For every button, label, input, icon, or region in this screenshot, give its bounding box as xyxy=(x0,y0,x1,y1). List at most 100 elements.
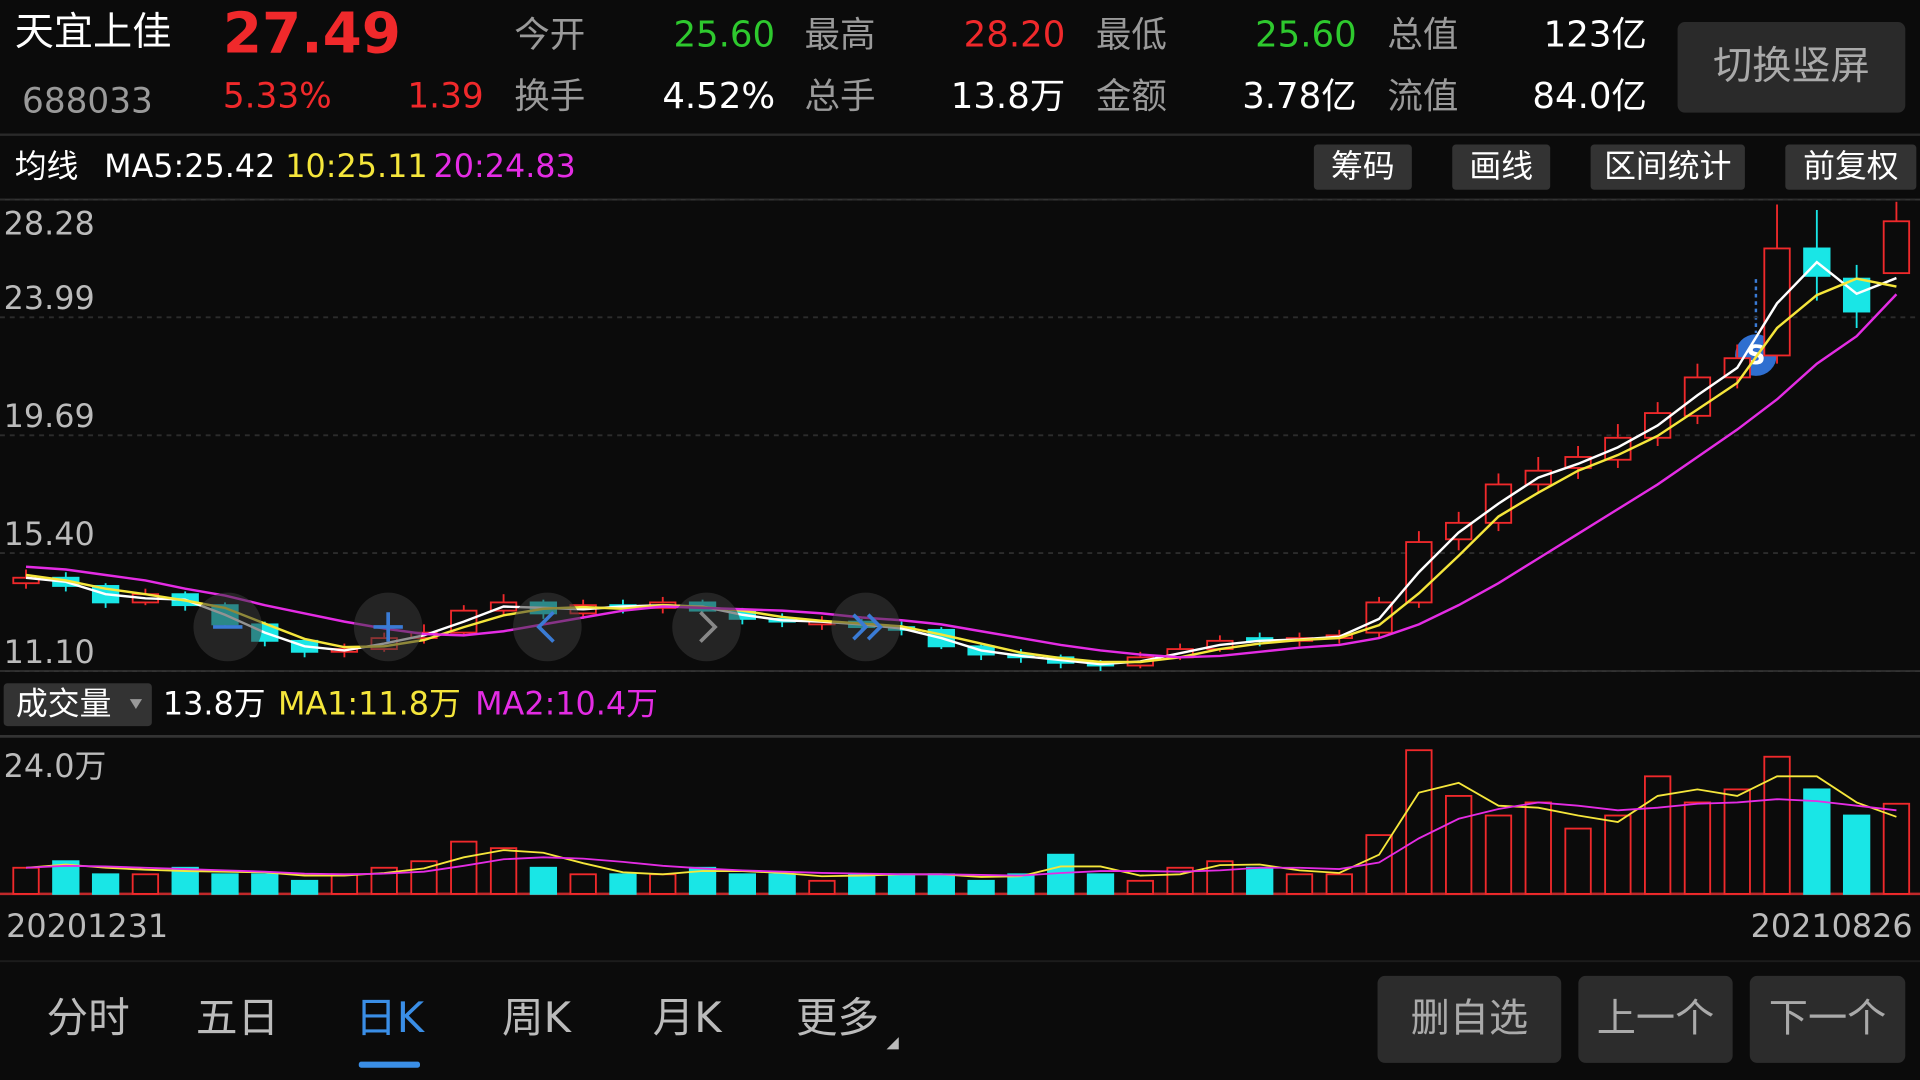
legend-entry: MA2:10.4万 xyxy=(475,684,658,722)
ma-line xyxy=(25,277,1897,664)
x-tick-label: 20201231 xyxy=(6,907,168,945)
tab[interactable]: 更多 xyxy=(796,993,879,1042)
icon-glyph xyxy=(536,610,555,643)
stat-label: 总值 xyxy=(1387,15,1458,56)
candle-body xyxy=(1564,456,1592,469)
volume-bar xyxy=(91,873,120,895)
more-indicator xyxy=(886,1037,899,1050)
button-label: 前复权 xyxy=(1803,147,1899,185)
tab[interactable]: 日K xyxy=(355,993,426,1042)
stat-value: 25.60 xyxy=(1255,15,1357,56)
button-label: 下一个 xyxy=(1769,997,1887,1042)
volume-bar xyxy=(131,873,160,895)
volume-bar xyxy=(1007,873,1035,895)
volume-current: 13.8万 xyxy=(163,684,266,722)
icon-next[interactable] xyxy=(672,592,741,662)
button-label: 区间统计 xyxy=(1604,147,1731,185)
icon-prev[interactable] xyxy=(513,592,582,662)
tab[interactable]: 周K xyxy=(502,993,573,1042)
volume-bar xyxy=(1206,860,1234,895)
toolbar-button[interactable]: 筹码 xyxy=(1313,144,1412,190)
stock-price: 27.49 xyxy=(223,1,401,66)
legend-title: 均线 xyxy=(15,147,79,185)
volume-bar xyxy=(848,873,876,895)
stat-value: 123亿 xyxy=(1544,15,1647,56)
stock-code: 688033 xyxy=(22,81,153,121)
volume-bar xyxy=(1086,873,1115,895)
toolbar-button[interactable]: 画线 xyxy=(1452,144,1551,190)
volume-bar xyxy=(1285,873,1314,895)
y-tick-label: 28.28 xyxy=(4,204,95,242)
volume-bar xyxy=(171,866,199,895)
change-pct: 5.33% xyxy=(223,76,332,116)
volume-bar xyxy=(1325,873,1353,895)
legend-entry: MA1:11.8万 xyxy=(278,684,461,722)
volume-bar xyxy=(1604,814,1632,895)
volume-bar xyxy=(1723,788,1751,895)
volume-selector[interactable] xyxy=(3,683,152,727)
stat-label: 流值 xyxy=(1387,76,1458,117)
stock-name: 天宜上佳 xyxy=(15,10,172,55)
overlay-icons xyxy=(193,592,900,662)
y-tick-label: 15.40 xyxy=(4,515,95,553)
volume-bar xyxy=(649,873,677,895)
icon-glyph xyxy=(373,612,403,642)
action-button[interactable]: 下一个 xyxy=(1749,975,1906,1063)
button-bg xyxy=(1452,144,1551,190)
button-label: 筹码 xyxy=(1331,147,1395,185)
icon-glyph xyxy=(852,613,884,641)
y-tick-label: 11.10 xyxy=(4,633,95,671)
volume-bar xyxy=(1484,814,1513,895)
button-label: 画线 xyxy=(1469,147,1533,185)
tab[interactable]: 分时 xyxy=(47,993,130,1042)
y-tick-label: 19.69 xyxy=(4,397,95,435)
action-button[interactable]: 上一个 xyxy=(1578,975,1733,1063)
volume-bar xyxy=(1405,749,1433,895)
volume-ma-line xyxy=(25,798,1897,877)
stat-value: 3.78亿 xyxy=(1242,76,1357,117)
volume-bar xyxy=(1564,827,1592,895)
button-bg xyxy=(1377,975,1562,1063)
y-tick-label: 24.0万 xyxy=(4,747,107,785)
button-bg xyxy=(1749,975,1906,1063)
stat-value: 84.0亿 xyxy=(1532,76,1647,117)
volume-bar xyxy=(330,873,359,895)
switch-button[interactable]: 切换竖屏 xyxy=(1677,22,1906,113)
legend-entry: 20:24.83 xyxy=(433,147,575,185)
volume-bar xyxy=(489,847,518,895)
volume-bar xyxy=(1803,788,1831,895)
volume-bar xyxy=(768,873,796,895)
button-label: 上一个 xyxy=(1597,997,1715,1042)
button-bg xyxy=(1677,22,1906,113)
tab[interactable]: 月K xyxy=(653,993,724,1042)
volume-bar xyxy=(569,873,597,895)
stat-label: 最高 xyxy=(804,15,875,56)
stat-label: 换手 xyxy=(514,76,585,117)
volume-bar xyxy=(609,873,637,895)
volume-bar xyxy=(529,866,558,895)
volume-bar xyxy=(887,873,916,895)
button-bg xyxy=(1578,975,1733,1063)
y-tick-label: 23.99 xyxy=(4,279,95,317)
toolbar-button[interactable]: 前复权 xyxy=(1785,144,1917,190)
icon-glyph xyxy=(699,610,718,643)
stat-value: 25.60 xyxy=(673,15,775,56)
button-bg xyxy=(1785,144,1917,190)
stat-label: 总手 xyxy=(804,76,875,117)
tab[interactable]: 五日 xyxy=(196,993,279,1042)
active-tab-underline xyxy=(358,1061,420,1068)
toolbar-button[interactable]: 区间统计 xyxy=(1590,144,1745,190)
volume-title: 成交量 xyxy=(16,684,112,722)
volume-bar xyxy=(927,873,955,895)
stat-label: 今开 xyxy=(514,15,585,56)
volume-bar xyxy=(1683,801,1712,895)
volume-bar xyxy=(808,879,836,895)
volume-bar xyxy=(1246,866,1274,895)
x-tick-label: 20210826 xyxy=(1751,907,1913,945)
volume-bar xyxy=(1882,802,1911,895)
ma-line xyxy=(25,260,1897,666)
action-button[interactable]: 删自选 xyxy=(1377,975,1562,1063)
stat-value: 13.8万 xyxy=(951,76,1066,117)
ma-line xyxy=(25,293,1898,659)
